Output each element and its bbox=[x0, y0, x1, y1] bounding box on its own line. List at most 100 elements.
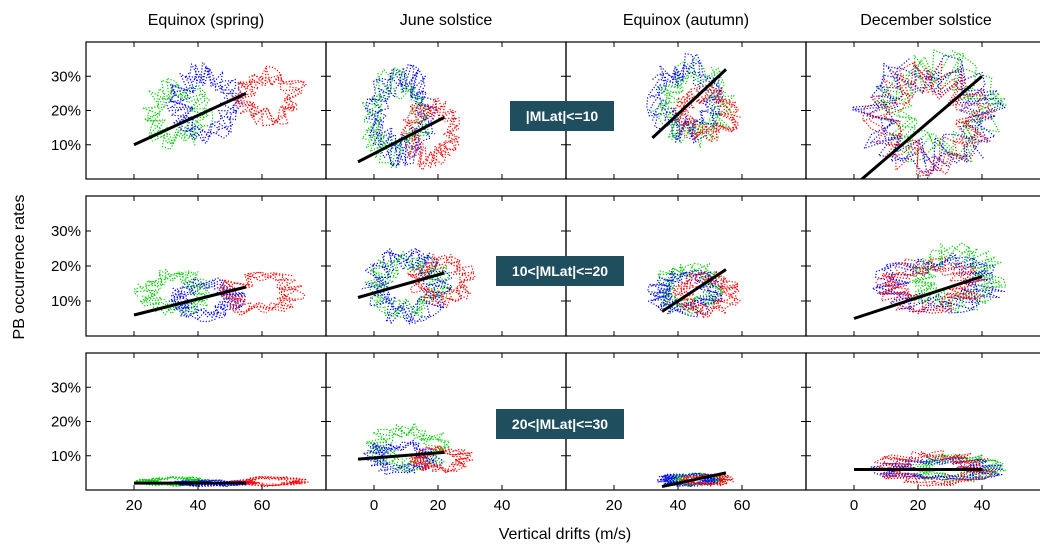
fit-line bbox=[853, 275, 983, 320]
scatter-trace-red bbox=[672, 271, 740, 316]
scatter-trace-blue bbox=[170, 278, 246, 320]
scatter-trace-green bbox=[143, 77, 210, 150]
panel-grid: 10% 20% 30% 10% 20% 30% 10% 20% 30% 20 40 60 0 20 40 20… bbox=[51, 41, 1040, 514]
scatter-trace-blue bbox=[651, 269, 724, 318]
panel-data bbox=[647, 262, 741, 319]
scatter-trace-green bbox=[361, 70, 428, 153]
y-tick-label: 20% bbox=[51, 258, 81, 275]
panel-data bbox=[655, 471, 734, 489]
row-label-3: 20<|MLat|<=30 bbox=[496, 409, 624, 439]
scatter-trace-green bbox=[661, 263, 722, 315]
scatter-trace-red bbox=[876, 258, 986, 314]
panel-data bbox=[133, 268, 306, 323]
panel-data bbox=[134, 475, 309, 488]
scatter-trace-blue bbox=[165, 66, 243, 134]
x-tick-label: 20 bbox=[910, 497, 927, 514]
scatter-trace-red bbox=[411, 449, 473, 474]
panel-1-1: 10% 20% 30% bbox=[51, 41, 327, 180]
panel-2-1: 10% 20% 30% bbox=[51, 195, 327, 337]
scatter-trace-blue bbox=[851, 70, 1006, 173]
scatter-trace-red bbox=[409, 254, 474, 305]
scatter-trace-blue bbox=[865, 62, 1003, 179]
panel-1-3 bbox=[565, 41, 807, 180]
scatter-trace-green bbox=[365, 422, 446, 470]
scatter-trace-green bbox=[656, 67, 725, 148]
scatter-trace-red bbox=[409, 446, 474, 473]
scatter-trace-blue bbox=[874, 252, 993, 310]
x-tick-label: 40 bbox=[670, 497, 687, 514]
row-label-box bbox=[510, 101, 614, 131]
scatter-trace-red bbox=[407, 253, 474, 309]
scatter-trace-red bbox=[881, 266, 979, 313]
panel-3-1: 10% 20% 30% 20 40 60 bbox=[51, 352, 327, 514]
scatter-trace-green bbox=[907, 247, 1003, 314]
scatter-trace-red bbox=[678, 474, 729, 486]
scatter-trace-red bbox=[862, 70, 993, 175]
scatter-trace-green bbox=[903, 454, 1007, 481]
panel-data bbox=[851, 49, 1007, 179]
panel-3-4: 0 20 40 bbox=[805, 352, 1040, 514]
scatter-trace-green bbox=[659, 262, 723, 315]
scatter-trace-green bbox=[917, 453, 999, 482]
scatter-trace-red bbox=[671, 87, 740, 139]
panel-data bbox=[854, 449, 1007, 487]
row-label-2: 10<|MLat|<=20 bbox=[496, 256, 624, 286]
scatter-trace-red bbox=[410, 445, 470, 473]
row-label-text: 10<|MLat|<=20 bbox=[512, 263, 608, 279]
row-label-text: 20<|MLat|<=30 bbox=[512, 416, 608, 432]
fit-line bbox=[133, 92, 247, 147]
panel-data bbox=[357, 247, 476, 325]
y-axis-label: PB occurrence rates bbox=[11, 195, 28, 340]
x-tick-label: 0 bbox=[850, 497, 858, 514]
scatter-trace-blue bbox=[366, 63, 437, 166]
scatter-trace-green bbox=[366, 426, 451, 472]
scatter-trace-red bbox=[219, 271, 298, 313]
panel-1-4 bbox=[805, 41, 1040, 180]
scatter-trace-red bbox=[673, 85, 741, 143]
panel-data bbox=[357, 422, 474, 476]
scatter-trace-blue bbox=[172, 277, 243, 323]
scatter-trace-green bbox=[133, 269, 212, 318]
scatter-trace-blue bbox=[648, 53, 724, 144]
scatter-trace-green bbox=[876, 54, 1003, 163]
scatter-trace-blue bbox=[364, 247, 453, 322]
scatter-trace-red bbox=[222, 272, 306, 317]
column-title: Equinox (spring) bbox=[148, 12, 265, 29]
column-title: June solstice bbox=[400, 12, 493, 29]
scatter-trace-blue bbox=[376, 248, 452, 324]
scatter-trace-blue bbox=[663, 473, 716, 486]
scatter-trace-blue bbox=[648, 271, 720, 315]
scatter-trace-red bbox=[400, 97, 460, 168]
x-tick-label: 60 bbox=[254, 497, 271, 514]
scatter-trace-red bbox=[861, 61, 990, 175]
scatter-trace-green bbox=[370, 425, 445, 470]
panel-3-2: 0 20 40 bbox=[325, 352, 567, 514]
scatter-trace-blue bbox=[365, 64, 439, 167]
fit-line bbox=[661, 268, 727, 313]
scatter-trace-red bbox=[220, 272, 303, 315]
column-titles: Equinox (spring) June solstice Equinox (au… bbox=[148, 12, 992, 29]
y-tick-label: 30% bbox=[51, 379, 81, 396]
fit-line bbox=[661, 471, 727, 489]
x-tick-label: 40 bbox=[494, 497, 511, 514]
x-axis-label: Vertical drifts (m/s) bbox=[499, 526, 631, 543]
scatter-trace-green bbox=[876, 56, 1007, 160]
scatter-trace-red bbox=[409, 259, 476, 303]
panel-data bbox=[853, 242, 1007, 320]
scatter-trace-blue bbox=[869, 54, 998, 172]
fit-line bbox=[357, 116, 446, 164]
fit-line bbox=[357, 450, 445, 461]
scatter-trace-blue bbox=[169, 63, 239, 145]
scatter-trace-red bbox=[241, 475, 309, 487]
x-tick-label: 20 bbox=[126, 497, 143, 514]
panel-2-4 bbox=[805, 195, 1040, 337]
scatter-trace-blue bbox=[168, 63, 240, 143]
column-title: December solstice bbox=[860, 12, 992, 29]
scatter-trace-green bbox=[362, 68, 430, 159]
scatter-trace-red bbox=[236, 65, 305, 125]
x-tick-label: 60 bbox=[734, 497, 751, 514]
y-tick-label: 10% bbox=[51, 448, 81, 465]
fit-line bbox=[651, 68, 728, 139]
